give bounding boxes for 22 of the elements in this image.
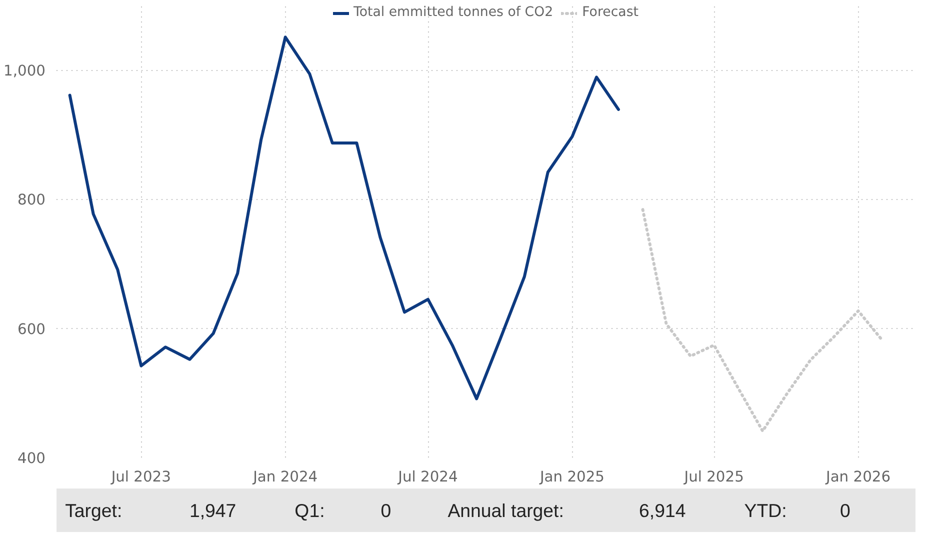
legend-label: Total emmitted tonnes of CO2 <box>353 5 554 20</box>
line-series <box>68 36 620 400</box>
text: 1,947 <box>189 500 236 521</box>
text: Q1: <box>294 500 325 521</box>
text: Target: <box>65 500 122 521</box>
text: 0 <box>380 500 392 521</box>
text: Annual target: <box>448 500 564 521</box>
y-tick-label: 800 <box>18 192 46 209</box>
y-tick-label: 600 <box>18 320 46 338</box>
x-tick-label: Jan 2025 <box>538 468 604 486</box>
x-tick-label: Jul 2025 <box>683 468 744 486</box>
text: 0 <box>840 500 850 521</box>
x-tick-label: Jan 2024 <box>252 468 318 486</box>
x-tick-label: Jul 2023 <box>110 468 171 486</box>
text: YTD: <box>744 500 787 521</box>
y-tick-label: 1,000 <box>4 62 46 80</box>
legend-label: Forecast <box>582 5 639 20</box>
text: 6,914 <box>639 500 686 521</box>
x-tick-label: Jan 2026 <box>825 468 891 486</box>
x-tick-label: Jul 2024 <box>397 468 458 486</box>
line-series <box>641 208 884 433</box>
y-tick-label: 400 <box>18 450 46 467</box>
